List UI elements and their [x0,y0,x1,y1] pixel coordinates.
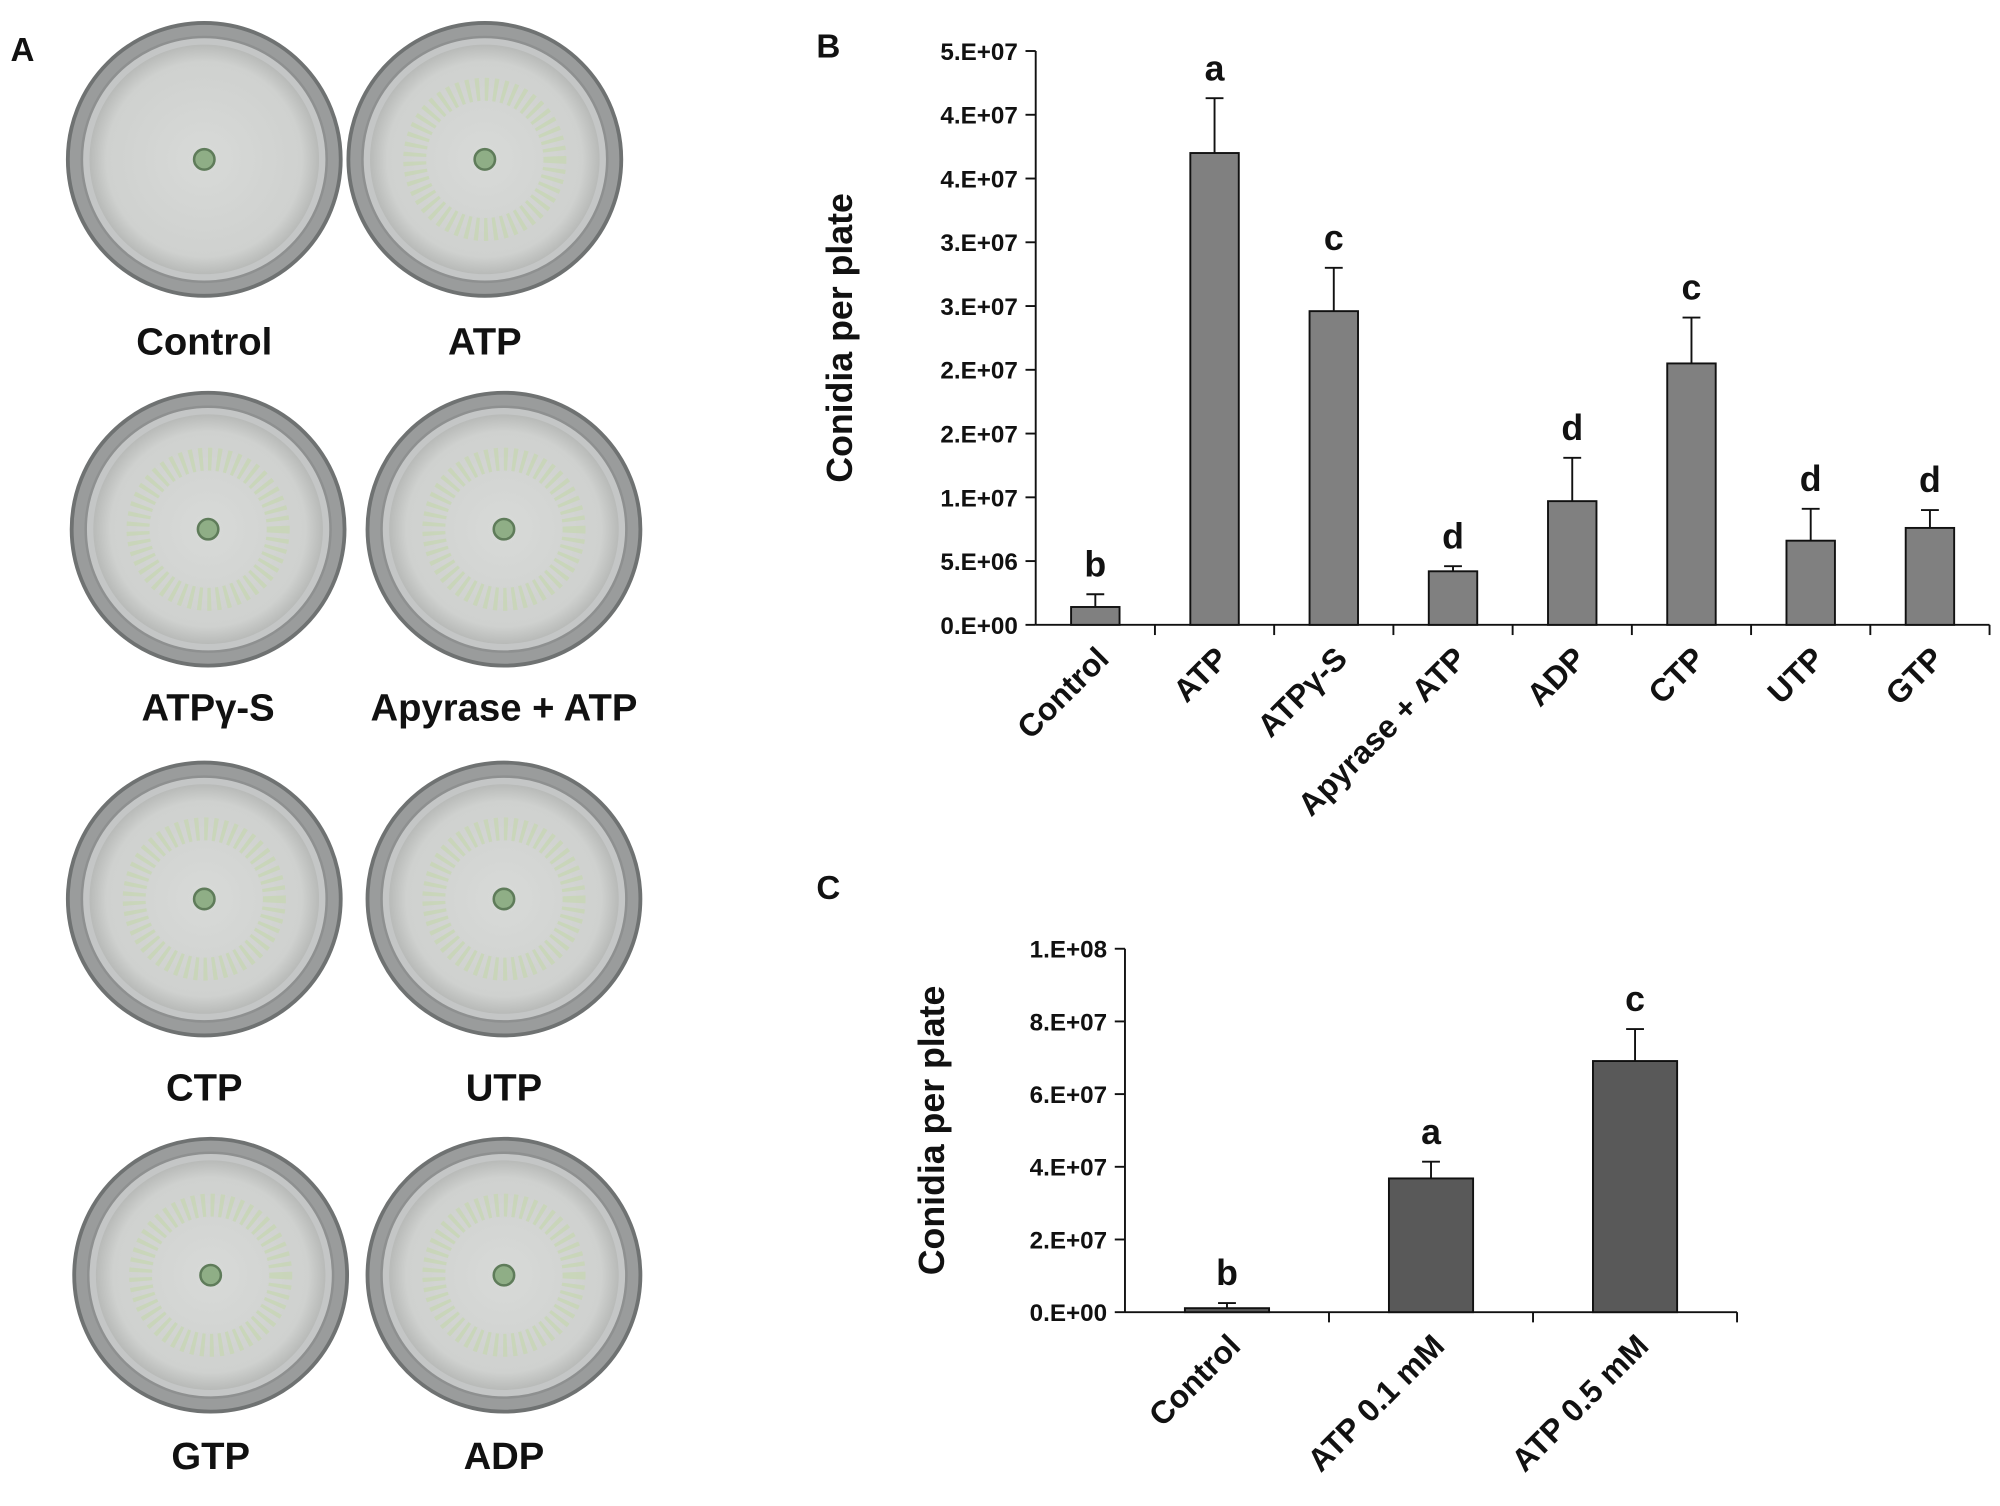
significance-letter: d [1919,460,1941,500]
y-tick-label: 4.E+07 [940,103,1017,130]
significance-letter: d [1442,516,1464,556]
plate-label: Apyrase + ATP [371,686,638,729]
y-tick-label: 4.E+07 [940,166,1017,193]
y-tick-label: 4.E+07 [1030,1155,1107,1182]
growth-ring [403,77,567,242]
y-tick-label: 1.E+07 [940,485,1017,512]
panel-label: A [10,32,34,69]
x-tick-label: ADP [1519,640,1592,713]
bar [1387,1177,1475,1314]
charts: B Conidia per plate 0.E+00 5.E+06 1.E+07 2.E+… [816,28,1991,1478]
x-tick-label: Control [1142,1327,1248,1433]
significance-letter: b [1084,544,1106,584]
y-tick-label: 2.E+07 [1030,1227,1107,1254]
y-tick-label: 8.E+07 [1030,1009,1107,1036]
x-tick-label: ATP 0.5 mM [1504,1327,1655,1478]
y-axis-title: Conidia per plate [912,986,952,1276]
x-tick-label: ATP 0.1 mM [1300,1327,1451,1478]
significance-letter: a [1205,48,1226,88]
y-tick-label: 3.E+07 [940,230,1017,257]
significance-letter: b [1216,1253,1238,1293]
bar [1592,1060,1679,1314]
y-axis-title: Conidia per plate [820,193,860,483]
significance-letter: c [1324,218,1344,258]
x-tick-label: GTP [1878,640,1950,712]
growth-ring [122,817,286,981]
x-tick-label: ATPγ-S [1250,640,1354,744]
plate-label: ADP [464,1435,545,1478]
bar [1785,539,1836,626]
significance-letter: d [1561,408,1583,448]
inoculum [473,147,497,171]
y-tick-label: 0.E+00 [940,613,1017,640]
y-tick-label: 0.E+00 [1030,1300,1107,1327]
growth-ring [129,1193,293,1357]
significance-letter: d [1800,459,1822,499]
growth-ring [422,1193,586,1357]
y-tick-label: 2.E+07 [940,421,1017,448]
y-tick-label: 5.E+07 [940,39,1017,66]
x-tick-label: UTP [1760,640,1831,711]
bar [1427,570,1479,626]
inoculum [199,1263,223,1287]
growth-ring [422,447,586,611]
plate-label: Control [136,321,272,364]
significance-letter: c [1682,268,1702,308]
plates: Control ATP ATPγ-S Apyrase + ATP CTP UTP GTP AD… [65,21,643,1478]
plate-label: UTP [466,1066,542,1109]
inoculum [196,517,220,541]
bar [1904,526,1956,626]
plate-label: ATPγ-S [142,686,275,729]
significance-letter: c [1625,979,1645,1019]
inoculum [492,517,516,541]
growth-ring [422,817,586,981]
bar [1070,606,1121,626]
inoculum [492,1263,516,1287]
y-tick-label: 5.E+06 [940,549,1017,576]
panel-label: C [816,870,840,907]
y-tick-label: 3.E+07 [940,294,1017,321]
plate-label: ATP [448,321,522,364]
growth-ring [126,447,290,611]
bar [1547,500,1598,626]
x-tick-label: CTP [1641,640,1712,711]
bar [1183,1307,1271,1314]
x-tick-label: ATP [1166,640,1235,709]
panel-label: B [816,28,840,65]
bar [1666,362,1717,626]
plate-label: CTP [166,1066,242,1109]
inoculum [492,887,516,911]
plate-label: GTP [171,1435,250,1478]
bar [1189,152,1240,626]
y-tick-label: 6.E+07 [1030,1082,1107,1109]
y-tick-label: 1.E+08 [1030,937,1107,964]
y-tick-label: 2.E+07 [940,358,1017,385]
x-tick-label: Control [1010,640,1116,746]
inoculum [192,147,216,171]
bar [1308,310,1359,626]
inoculum [192,887,216,911]
significance-letter: a [1421,1112,1442,1152]
